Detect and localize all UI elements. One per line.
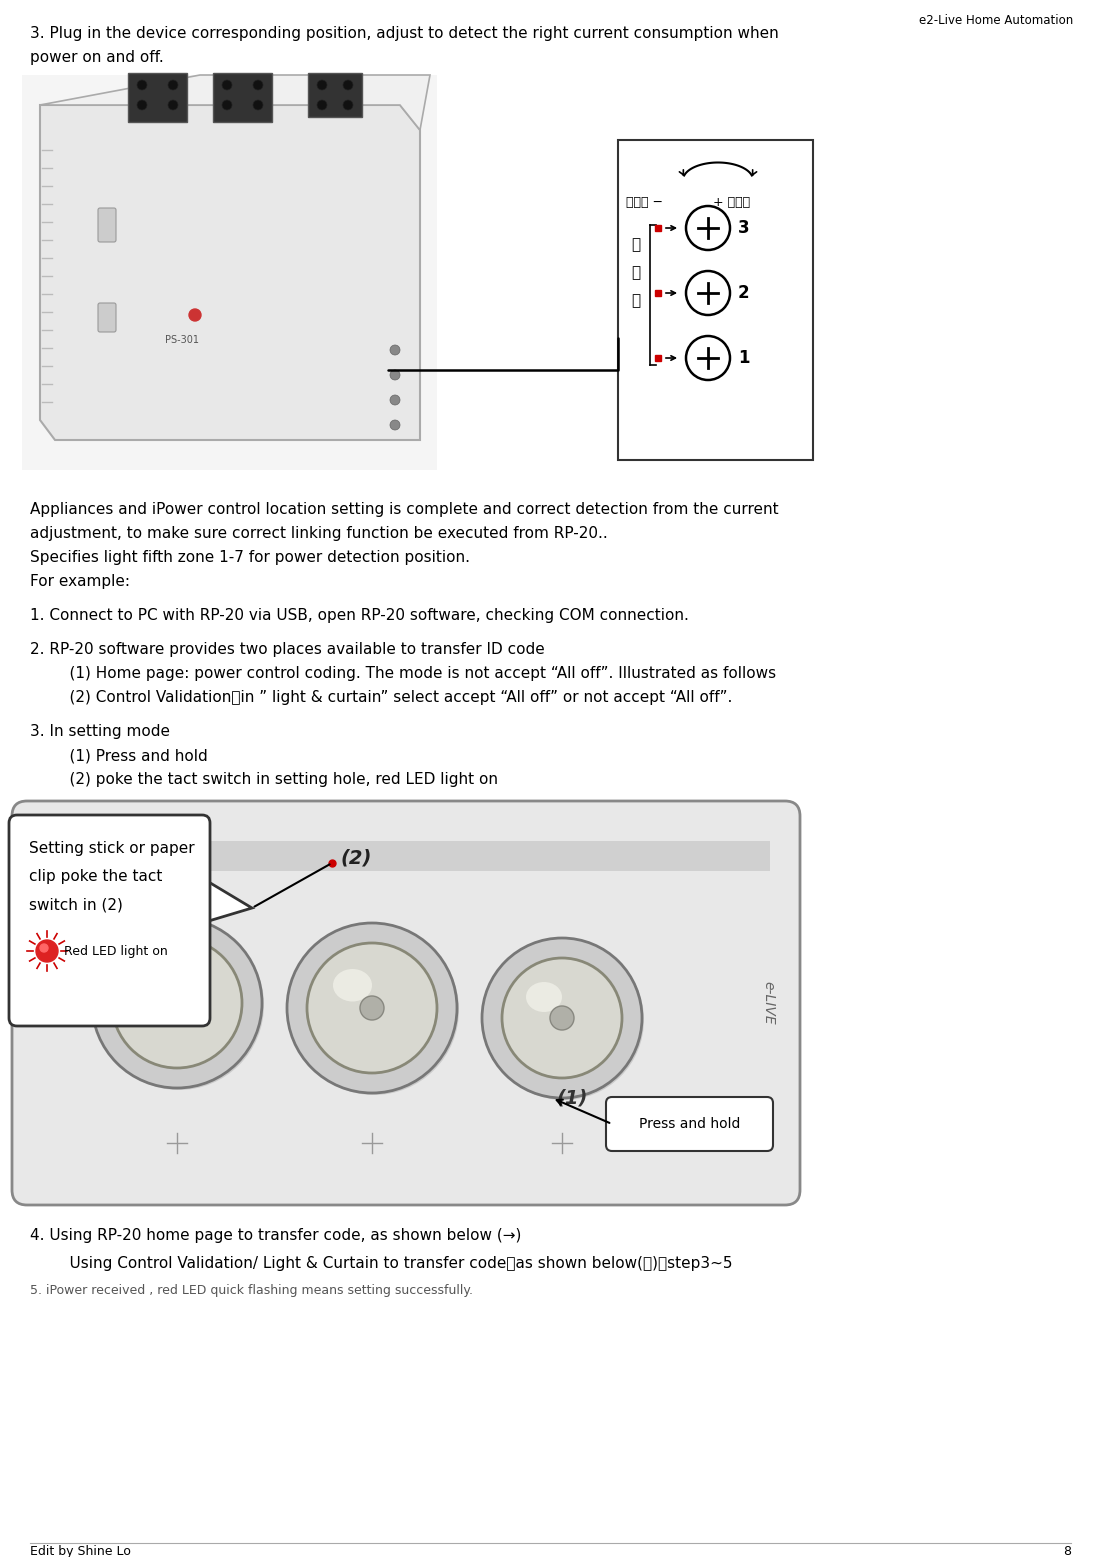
FancyBboxPatch shape xyxy=(606,1098,773,1151)
Circle shape xyxy=(390,371,400,380)
FancyBboxPatch shape xyxy=(22,75,437,470)
Circle shape xyxy=(92,919,262,1088)
FancyBboxPatch shape xyxy=(22,808,791,1197)
Circle shape xyxy=(94,920,264,1090)
Circle shape xyxy=(317,100,327,111)
Text: 小負載 −: 小負載 − xyxy=(626,196,663,209)
Text: Press and hold: Press and hold xyxy=(639,1116,740,1130)
Circle shape xyxy=(168,100,178,111)
Text: Setting stick or paper: Setting stick or paper xyxy=(29,841,195,856)
FancyBboxPatch shape xyxy=(618,140,813,459)
Circle shape xyxy=(165,990,189,1015)
Text: Specifies light fifth zone 1-7 for power detection position.: Specifies light fifth zone 1-7 for power… xyxy=(30,550,470,565)
Text: 5. iPower received , red LED quick flashing means setting successfully.: 5. iPower received , red LED quick flash… xyxy=(30,1285,473,1297)
Text: 4. Using RP-20 home page to transfer code, as shown below (→): 4. Using RP-20 home page to transfer cod… xyxy=(30,1228,522,1242)
Text: clip poke the tact: clip poke the tact xyxy=(29,869,162,884)
Text: For example:: For example: xyxy=(30,575,130,589)
FancyBboxPatch shape xyxy=(98,304,116,332)
Text: adjustment, to make sure correct linking function be executed from RP-20..: adjustment, to make sure correct linking… xyxy=(30,526,608,540)
FancyBboxPatch shape xyxy=(98,209,116,241)
Text: Red LED light on: Red LED light on xyxy=(64,945,167,958)
Circle shape xyxy=(317,79,327,90)
Circle shape xyxy=(482,937,642,1098)
Circle shape xyxy=(112,937,242,1068)
Text: 2. RP-20 software provides two places available to transfer ID code: 2. RP-20 software provides two places av… xyxy=(30,641,545,657)
Ellipse shape xyxy=(526,982,562,1012)
Ellipse shape xyxy=(138,964,177,996)
Text: (2) poke the tact switch in setting hole, red LED light on: (2) poke the tact switch in setting hole… xyxy=(50,772,498,786)
Text: (1) Home page: power control coding. The mode is not accept “All off”. Illustrat: (1) Home page: power control coding. The… xyxy=(50,666,776,680)
Text: (1): (1) xyxy=(557,1088,588,1107)
FancyBboxPatch shape xyxy=(308,73,362,117)
Text: 指: 指 xyxy=(632,238,641,252)
FancyBboxPatch shape xyxy=(128,73,187,121)
Circle shape xyxy=(287,923,457,1093)
Circle shape xyxy=(222,79,232,90)
Text: 1. Connect to PC with RP-20 via USB, open RP-20 software, checking COM connectio: 1. Connect to PC with RP-20 via USB, ope… xyxy=(30,607,689,623)
Text: + 大負載: + 大負載 xyxy=(713,196,750,209)
Circle shape xyxy=(390,395,400,405)
Text: (2) Control Validation：in ” light & curtain” select accept “All off” or not acce: (2) Control Validation：in ” light & curt… xyxy=(50,690,732,705)
Circle shape xyxy=(36,940,58,962)
Circle shape xyxy=(390,420,400,430)
Text: 1: 1 xyxy=(738,349,750,367)
Text: power on and off.: power on and off. xyxy=(30,50,164,65)
Text: switch in (2): switch in (2) xyxy=(29,897,123,912)
Text: (2): (2) xyxy=(340,849,371,867)
Polygon shape xyxy=(40,75,430,129)
FancyBboxPatch shape xyxy=(9,814,210,1026)
Circle shape xyxy=(344,100,353,111)
Text: Using Control Validation/ Light & Curtain to transfer code，as shown below(二)，ste: Using Control Validation/ Light & Curtai… xyxy=(50,1256,732,1271)
Polygon shape xyxy=(201,878,252,923)
Circle shape xyxy=(222,100,232,111)
Circle shape xyxy=(484,940,644,1099)
Circle shape xyxy=(550,1006,574,1031)
Circle shape xyxy=(168,79,178,90)
Text: 3. In setting mode: 3. In setting mode xyxy=(30,724,170,740)
Text: e2-Live Home Automation: e2-Live Home Automation xyxy=(918,14,1073,26)
Text: 2: 2 xyxy=(738,283,750,302)
Text: e-LIVE: e-LIVE xyxy=(761,981,775,1025)
Text: (1) Press and hold: (1) Press and hold xyxy=(50,747,208,763)
Text: PS-301: PS-301 xyxy=(165,335,199,346)
Ellipse shape xyxy=(333,968,372,1001)
Text: 8: 8 xyxy=(1062,1545,1071,1557)
Text: 示: 示 xyxy=(632,266,641,280)
FancyBboxPatch shape xyxy=(12,800,800,1205)
Circle shape xyxy=(344,79,353,90)
Circle shape xyxy=(137,79,148,90)
Text: Edit by Shine Lo: Edit by Shine Lo xyxy=(30,1545,131,1557)
Circle shape xyxy=(137,100,148,111)
Text: 3: 3 xyxy=(738,220,750,237)
Circle shape xyxy=(360,996,384,1020)
Circle shape xyxy=(253,79,263,90)
Circle shape xyxy=(253,100,263,111)
Text: 3. Plug in the device corresponding position, adjust to detect the right current: 3. Plug in the device corresponding posi… xyxy=(30,26,778,40)
FancyBboxPatch shape xyxy=(212,73,272,121)
Circle shape xyxy=(307,944,437,1073)
Circle shape xyxy=(40,944,48,951)
Circle shape xyxy=(390,346,400,355)
FancyBboxPatch shape xyxy=(42,841,770,870)
Polygon shape xyxy=(40,104,419,441)
Text: 燈: 燈 xyxy=(632,294,641,308)
Text: Appliances and iPower control location setting is complete and correct detection: Appliances and iPower control location s… xyxy=(30,501,778,517)
Circle shape xyxy=(502,958,622,1077)
Circle shape xyxy=(189,308,201,321)
Circle shape xyxy=(288,925,459,1095)
